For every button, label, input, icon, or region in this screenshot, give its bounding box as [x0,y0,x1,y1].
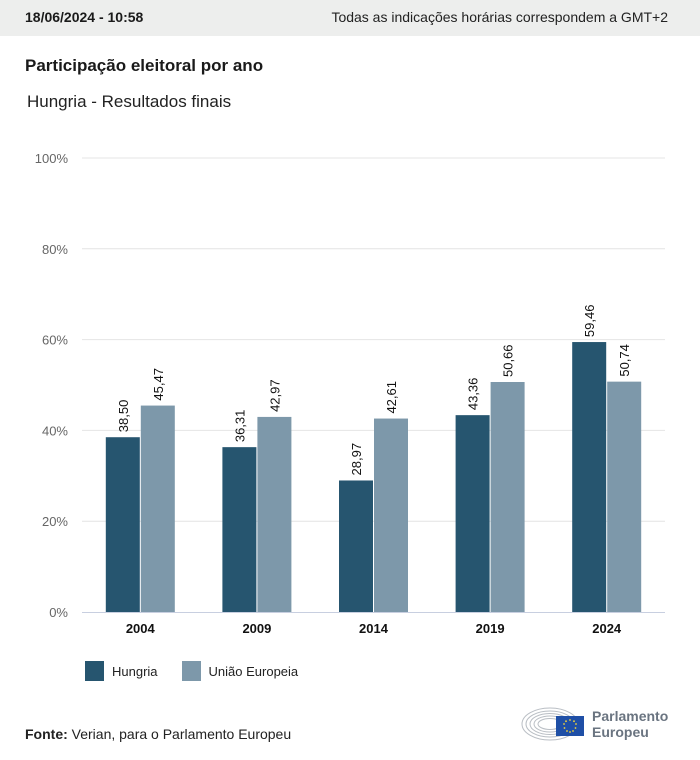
x-tick-label: 2019 [476,621,505,636]
parliament-logo: Parlamento Europeu [520,700,680,742]
bar-hungria-2004 [105,437,140,612]
x-tick-label: 2014 [359,621,389,636]
data-label: 59,46 [582,305,597,338]
data-label: 36,31 [232,410,247,443]
legend-swatch-hungria [85,661,104,681]
logo-text-line2: Europeu [592,724,649,740]
data-label: 45,47 [151,368,166,401]
bar-hungria-2019 [455,415,490,612]
legend: Hungria União Europeia [85,661,322,681]
hemicycle-eu-flag-icon [521,707,584,741]
bar-hungria-2014 [339,480,373,612]
y-tick-label: 20% [42,514,68,529]
data-label: 50,74 [617,344,632,377]
bar-chart: 0% 20% 40% 60% 80% 100% 38,50 45,47 2004 36,31 42,… [35,151,665,636]
bar-ue-2019 [490,382,525,612]
timezone-note: Todas as indicações horárias corresponde… [331,9,668,25]
legend-label-hungria: Hungria [112,663,158,679]
bar-hungria-2009 [222,447,257,612]
legend-swatch-ue [181,661,201,681]
chart-title: Participação eleitoral por ano [25,56,264,75]
y-tick-label: 60% [42,333,68,348]
x-tick-label: 2024 [592,621,622,636]
y-tick-label: 80% [42,242,68,257]
x-tick-label: 2009 [242,621,271,636]
bar-ue-2024 [607,381,642,612]
source-label: Fonte: [25,726,68,742]
data-label: 28,97 [349,443,364,476]
bar-hungria-2024 [572,342,607,612]
y-tick-label: 100% [35,151,69,166]
data-label: 42,61 [384,381,399,414]
data-label: 43,36 [466,378,481,411]
y-tick-label: 40% [42,423,68,438]
data-label: 50,66 [501,344,516,377]
timestamp: 18/06/2024 - 10:58 [25,9,144,25]
legend-item-ue: União Europeia [181,661,299,681]
legend-label-ue: União Europeia [208,663,299,679]
bar-ue-2014 [374,418,408,612]
data-label: 38,50 [116,400,131,433]
x-tick-label: 2004 [126,621,156,636]
legend-item-hungria: Hungria [85,661,158,681]
logo-text-line1: Parlamento [592,708,669,724]
chart-subtitle: Hungria - Resultados finais [27,92,232,111]
bar-ue-2004 [140,405,175,612]
top-bar: 18/06/2024 - 10:58 Todas as indicações h… [0,0,700,36]
y-tick-label: 0% [49,605,68,620]
source-note: Fonte: Verian, para o Parlamento Europeu [25,726,291,742]
bar-ue-2009 [257,416,292,612]
source-text: Verian, para o Parlamento Europeu [71,726,292,742]
data-label: 42,97 [267,379,282,412]
